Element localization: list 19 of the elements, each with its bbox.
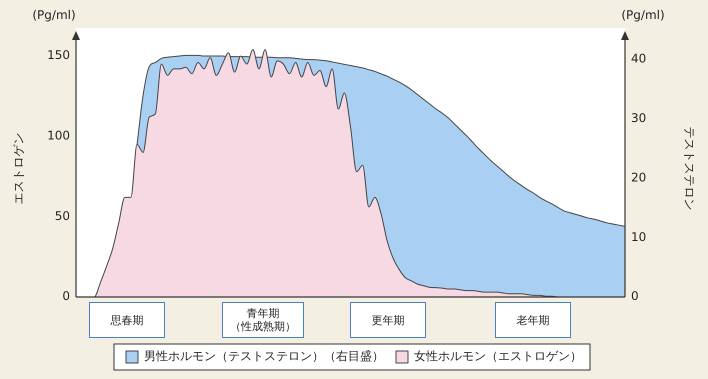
text: 思春期 — [89, 302, 165, 338]
legend-label: 男性ホルモン（テストステロン）（右目盛） — [144, 349, 384, 364]
y-tick-label: 50 — [54, 208, 70, 223]
y2-tick-label: 30 — [631, 111, 646, 126]
y-tick-label: 100 — [47, 128, 70, 142]
text: 老年期 — [495, 302, 571, 338]
text: (Pg/ml) — [621, 8, 665, 22]
y2-axis-title: テストステロン — [682, 126, 697, 210]
y-axis-title: エストロゲン — [11, 132, 26, 204]
text: (Pg/ml) — [32, 8, 76, 22]
y2-tick-label: 20 — [631, 170, 646, 184]
y2-tick-label: 10 — [631, 230, 646, 244]
y-tick-label: 0 — [62, 289, 70, 304]
text: 青年期（性成熟期） — [222, 302, 304, 338]
y2-tick-label: 40 — [631, 52, 646, 66]
y2-tick-label: 0 — [631, 289, 639, 304]
y-tick-label: 150 — [47, 48, 70, 62]
legend-label: 女性ホルモン（エストロゲン） — [414, 349, 582, 364]
text: 更年期 — [350, 302, 426, 338]
